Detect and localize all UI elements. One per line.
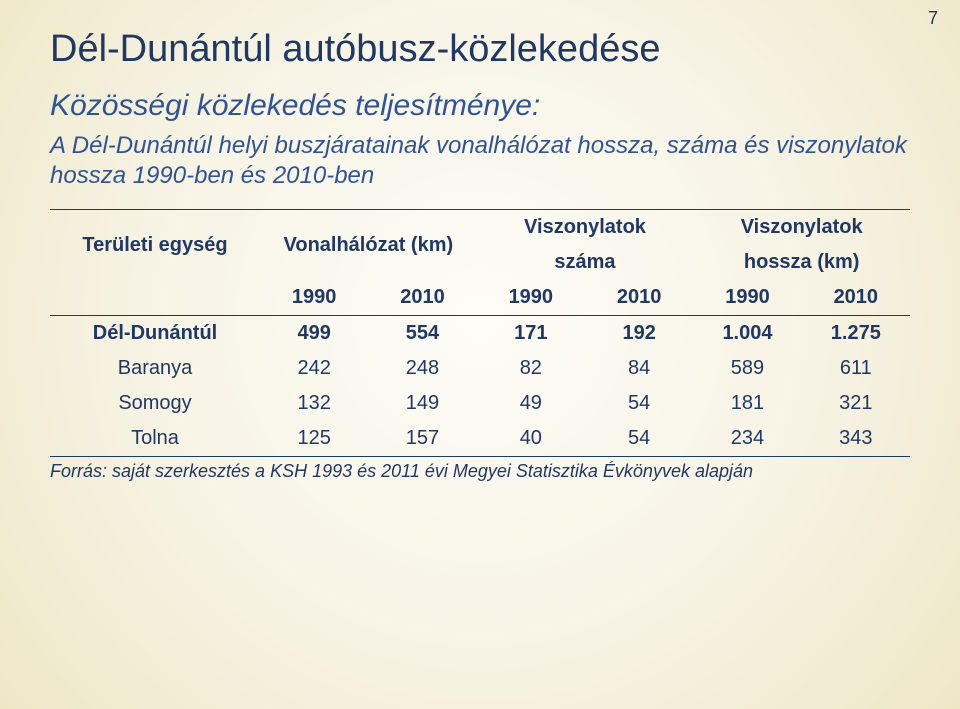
value-cell: 149 xyxy=(368,386,476,421)
value-cell: 589 xyxy=(693,351,801,386)
header-group-3-top: Viszonylatok xyxy=(693,210,910,246)
header-spacer xyxy=(50,280,260,316)
value-cell: 248 xyxy=(368,351,476,386)
value-cell: 234 xyxy=(693,421,801,457)
value-cell: 171 xyxy=(477,316,585,352)
data-table-wrap: Területi egység Vonalhálózat (km) Viszon… xyxy=(0,209,960,457)
value-cell: 49 xyxy=(477,386,585,421)
table-header-row-years: 1990 2010 1990 2010 1990 2010 xyxy=(50,280,910,316)
region-cell: Dél-Dunántúl xyxy=(50,316,260,352)
region-cell: Somogy xyxy=(50,386,260,421)
header-group-2-bottom: száma xyxy=(477,245,694,280)
value-cell: 242 xyxy=(260,351,368,386)
header-year: 2010 xyxy=(802,280,910,316)
header-year: 2010 xyxy=(585,280,693,316)
slide-description: A Dél-Dunántúl helyi buszjáratainak vona… xyxy=(0,127,960,209)
table-row: Somogy1321494954181321 xyxy=(50,386,910,421)
data-table: Területi egység Vonalhálózat (km) Viszon… xyxy=(50,209,910,457)
header-region: Területi egység xyxy=(50,210,260,281)
value-cell: 1.004 xyxy=(693,316,801,352)
table-body: Dél-Dunántúl4995541711921.0041.275Barany… xyxy=(50,316,910,457)
slide-title: Dél-Dunántúl autóbusz-közlekedése xyxy=(0,0,960,77)
table-row: Dél-Dunántúl4995541711921.0041.275 xyxy=(50,316,910,352)
table-row: Tolna1251574054234343 xyxy=(50,421,910,457)
value-cell: 82 xyxy=(477,351,585,386)
value-cell: 157 xyxy=(368,421,476,457)
value-cell: 499 xyxy=(260,316,368,352)
value-cell: 181 xyxy=(693,386,801,421)
header-group-1: Vonalhálózat (km) xyxy=(260,210,477,281)
value-cell: 192 xyxy=(585,316,693,352)
value-cell: 54 xyxy=(585,421,693,457)
header-year: 1990 xyxy=(477,280,585,316)
page-number: 7 xyxy=(928,8,938,29)
value-cell: 343 xyxy=(802,421,910,457)
slide: 7 Dél-Dunántúl autóbusz-közlekedése Közö… xyxy=(0,0,960,709)
header-group-3-bottom: hossza (km) xyxy=(693,245,910,280)
value-cell: 321 xyxy=(802,386,910,421)
value-cell: 611 xyxy=(802,351,910,386)
region-cell: Baranya xyxy=(50,351,260,386)
value-cell: 40 xyxy=(477,421,585,457)
header-year: 1990 xyxy=(260,280,368,316)
value-cell: 84 xyxy=(585,351,693,386)
header-group-2-top: Viszonylatok xyxy=(477,210,694,246)
value-cell: 132 xyxy=(260,386,368,421)
value-cell: 54 xyxy=(585,386,693,421)
table-row: Baranya2422488284589611 xyxy=(50,351,910,386)
value-cell: 125 xyxy=(260,421,368,457)
value-cell: 1.275 xyxy=(802,316,910,352)
header-year: 2010 xyxy=(368,280,476,316)
region-cell: Tolna xyxy=(50,421,260,457)
value-cell: 554 xyxy=(368,316,476,352)
source-footnote: Forrás: saját szerkesztés a KSH 1993 és … xyxy=(0,457,960,486)
slide-subtitle: Közösségi közlekedés teljesítménye: xyxy=(0,77,960,127)
table-header-row-1: Területi egység Vonalhálózat (km) Viszon… xyxy=(50,210,910,246)
header-year: 1990 xyxy=(693,280,801,316)
